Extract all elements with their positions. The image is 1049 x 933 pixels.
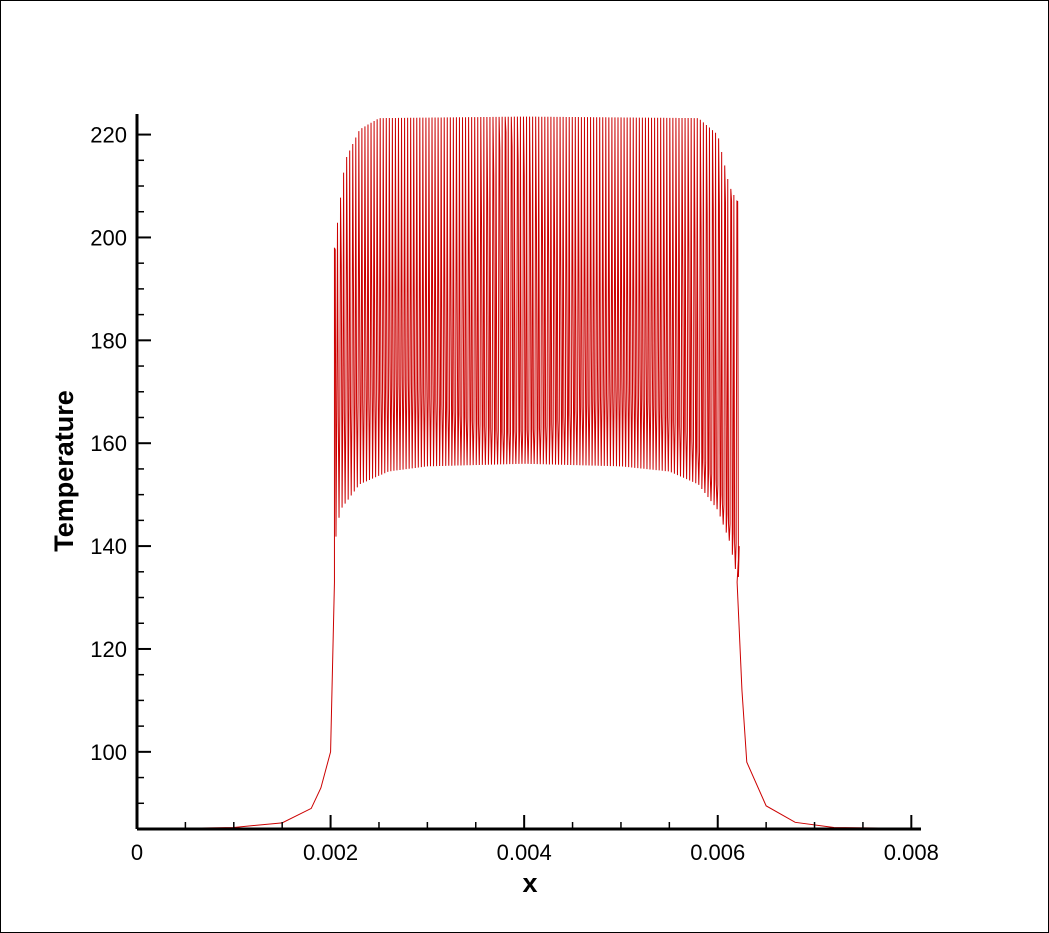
y-tick-label: 200 xyxy=(90,225,127,250)
axes-layer xyxy=(135,114,921,831)
x-axis-title: x xyxy=(522,868,537,898)
x-tick-label: 0.002 xyxy=(303,840,358,865)
y-axis-title: Temperature xyxy=(49,390,79,552)
x-tick-label: 0 xyxy=(131,840,143,865)
series-line-0 xyxy=(136,116,922,830)
y-tick-label: 220 xyxy=(90,123,127,148)
x-tick-label: 0.006 xyxy=(690,840,745,865)
x-tick-label: 0.004 xyxy=(497,840,552,865)
y-tick-label: 140 xyxy=(90,534,127,559)
y-tick-label: 120 xyxy=(90,637,127,662)
y-tick-label: 160 xyxy=(90,431,127,456)
series-layer xyxy=(136,116,922,830)
y-tick-label: 180 xyxy=(90,328,127,353)
x-tick-label: 0.008 xyxy=(884,840,939,865)
labels-layer: x Temperature 0 0.002 0.004 0.006 0.008 100 12… xyxy=(49,123,939,898)
y-tick-label: 100 xyxy=(90,740,127,765)
